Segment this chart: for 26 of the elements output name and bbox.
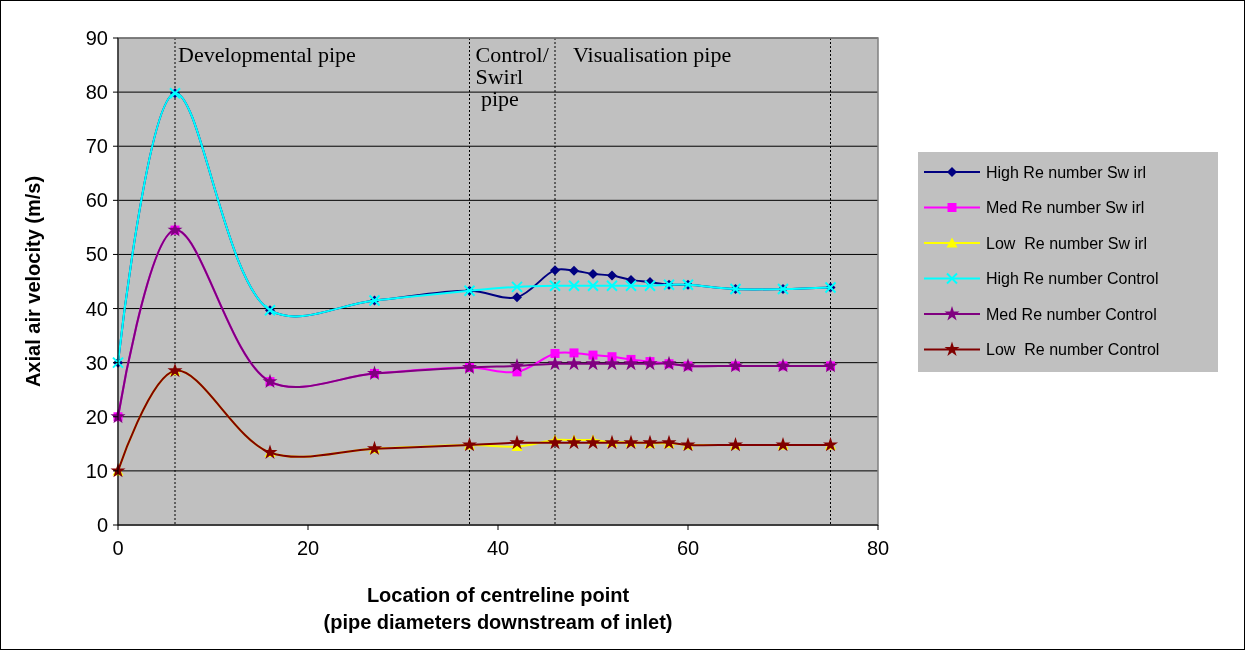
legend-label: Med Re number Control xyxy=(986,305,1157,323)
legend-label: High Re number Control xyxy=(986,270,1159,288)
x-axis-title: Location of centreline point (pipe diameters downstream of inlet) xyxy=(323,584,673,633)
legend-label: Low Re number Control xyxy=(986,341,1160,359)
y-tick-label: 50 xyxy=(85,243,108,266)
y-tick-label: 90 xyxy=(85,27,108,49)
x-tick-label: 40 xyxy=(486,537,510,559)
legend-label: Med Re number Sw irl xyxy=(986,199,1145,217)
y-tick-label: 60 xyxy=(85,189,108,212)
y-tick-label: 40 xyxy=(85,297,108,320)
x-tick-label: 0 xyxy=(112,537,124,559)
x-tick-label: 80 xyxy=(866,537,890,559)
y-axis-title: Axial air velocity (m/s) xyxy=(22,175,44,388)
y-tick-label: 30 xyxy=(85,351,108,374)
y-tick-label: 20 xyxy=(85,405,108,428)
legend-label: Low Re number Sw irl xyxy=(986,234,1147,252)
y-tick-label: 10 xyxy=(85,459,108,482)
legend-label: High Re number Sw irl xyxy=(986,163,1147,181)
y-tick-label: 80 xyxy=(85,81,108,104)
annotation: Developmental pipe xyxy=(178,42,356,67)
annotation: Control/ Swirl pipe xyxy=(475,42,550,111)
y-tick-label: 70 xyxy=(85,135,108,158)
x-tick-label: 60 xyxy=(676,537,700,559)
annotation: Visualisation pipe xyxy=(573,42,732,67)
y-tick-label: 0 xyxy=(96,514,108,536)
x-tick-label: 20 xyxy=(296,537,320,559)
